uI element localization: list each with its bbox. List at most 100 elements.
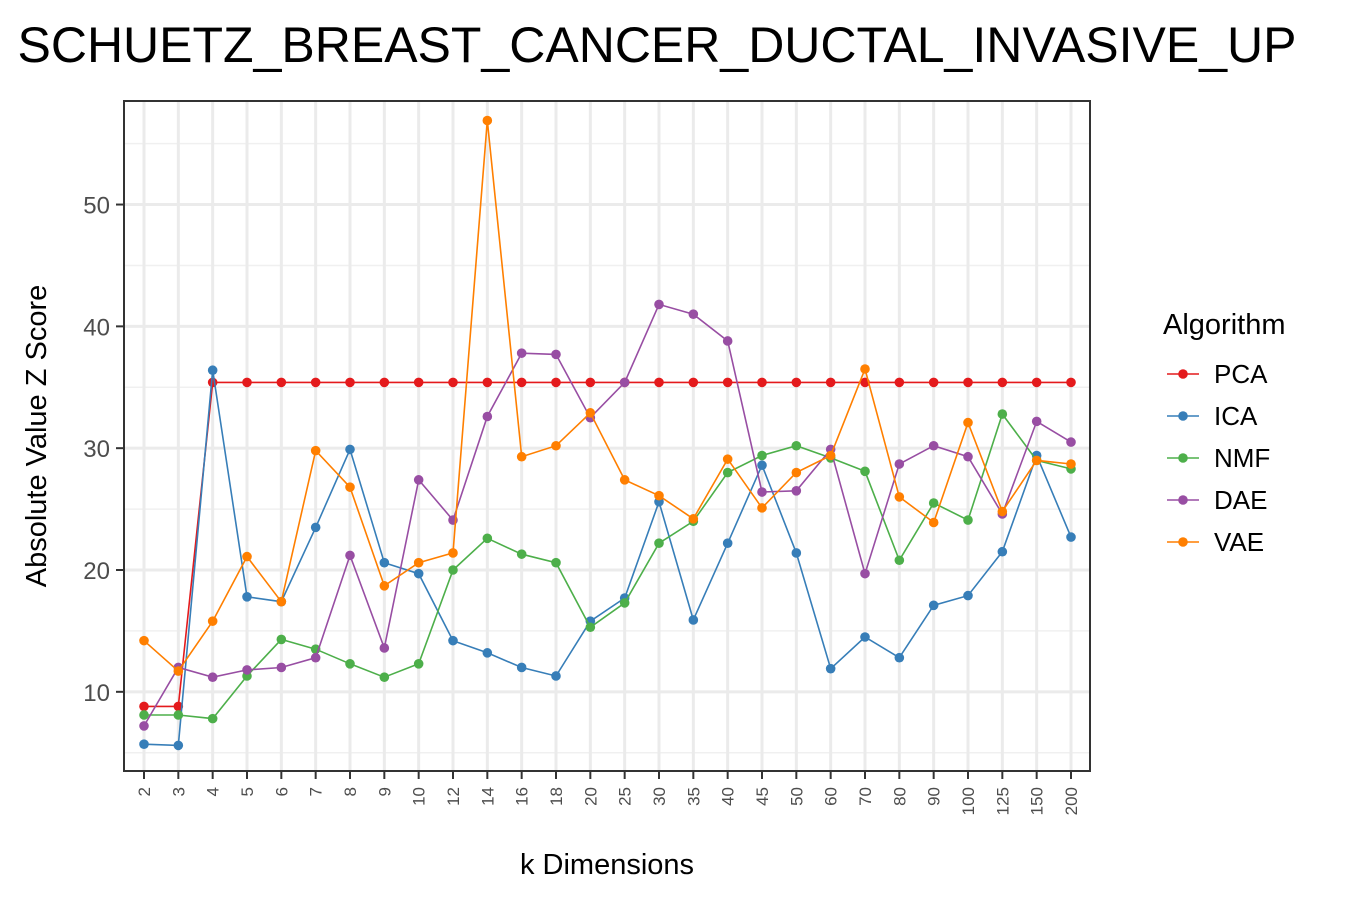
series-line-dae bbox=[143, 303, 1072, 727]
chart-title: SCHUETZ_BREAST_CANCER_DUCTAL_INVASIVE_UP bbox=[17, 17, 1296, 73]
legend-item-nmf: NMF bbox=[1167, 443, 1270, 473]
x-axis: 2 3 4 5 6 7 8 9 10 12 14 16 18 20 25 30 35 40 45 50 60 70 80 90… bbox=[135, 771, 1081, 815]
data-point-dae bbox=[963, 451, 973, 462]
data-point-ica bbox=[997, 546, 1008, 557]
data-point-nmf bbox=[757, 450, 767, 461]
data-point-dae bbox=[1031, 416, 1042, 427]
legend-title: Algorithm bbox=[1163, 309, 1286, 341]
data-point-vae bbox=[722, 454, 733, 464]
data-point-nmf bbox=[207, 713, 218, 724]
x-tick-label: 100 bbox=[959, 787, 978, 815]
series-ica bbox=[139, 365, 1076, 751]
data-point-dae bbox=[551, 349, 561, 360]
y-axis-label: Absolute Value Z Score bbox=[21, 285, 53, 588]
data-point-nmf bbox=[791, 440, 802, 451]
grid bbox=[124, 101, 1090, 771]
data-point-dae bbox=[860, 568, 870, 579]
series-pca bbox=[139, 377, 1076, 712]
legend-key-point bbox=[1178, 369, 1188, 379]
data-point-dae bbox=[207, 672, 218, 682]
data-point-vae bbox=[516, 451, 527, 462]
data-point-ica bbox=[413, 568, 424, 579]
data-point-ica bbox=[516, 662, 527, 673]
data-point-pca bbox=[997, 377, 1008, 388]
data-point-vae bbox=[997, 506, 1008, 517]
data-point-pca bbox=[963, 377, 973, 388]
data-point-pca bbox=[1031, 377, 1042, 388]
series-nmf bbox=[139, 409, 1076, 724]
x-tick-label: 9 bbox=[375, 787, 394, 796]
x-tick-label: 70 bbox=[856, 787, 875, 806]
data-point-pca bbox=[654, 377, 664, 388]
data-point-ica bbox=[448, 635, 458, 646]
data-point-pca bbox=[379, 377, 390, 388]
data-point-pca bbox=[516, 377, 527, 388]
data-point-nmf bbox=[482, 533, 493, 544]
data-point-vae bbox=[207, 616, 218, 626]
x-tick-label: 40 bbox=[719, 787, 738, 806]
data-point-nmf bbox=[654, 538, 664, 548]
x-tick-label: 90 bbox=[925, 787, 944, 806]
x-tick-label: 30 bbox=[650, 787, 669, 806]
data-point-nmf bbox=[139, 710, 149, 720]
data-point-nmf bbox=[173, 710, 184, 720]
series-line-nmf bbox=[144, 412, 1072, 720]
data-point-pca bbox=[825, 377, 836, 388]
data-point-dae bbox=[688, 309, 699, 319]
x-tick-label: 6 bbox=[272, 787, 291, 796]
legend-key-point bbox=[1178, 453, 1188, 463]
x-tick-label: 8 bbox=[341, 787, 360, 796]
data-point-nmf bbox=[619, 598, 630, 608]
data-point-vae bbox=[551, 440, 561, 451]
y-axis: 10 20 30 40 50 bbox=[83, 193, 124, 707]
data-point-vae bbox=[757, 503, 767, 513]
data-point-nmf bbox=[448, 565, 458, 575]
data-point-vae bbox=[448, 548, 458, 558]
x-axis-label: k Dimensions bbox=[520, 849, 694, 881]
data-point-pca bbox=[310, 377, 321, 388]
data-point-vae bbox=[894, 492, 905, 502]
x-tick-label: 3 bbox=[169, 787, 188, 796]
data-point-ica bbox=[963, 590, 973, 601]
data-point-nmf bbox=[894, 555, 905, 566]
x-tick-label: 4 bbox=[204, 787, 223, 796]
data-point-pca bbox=[448, 377, 458, 388]
x-tick-label: 80 bbox=[890, 787, 909, 806]
data-point-vae bbox=[688, 514, 699, 524]
data-point-dae bbox=[413, 475, 424, 485]
data-point-dae bbox=[379, 643, 390, 653]
y-tick-label: 30 bbox=[83, 436, 110, 463]
data-point-nmf bbox=[551, 557, 561, 568]
data-point-dae bbox=[619, 377, 630, 388]
data-point-vae bbox=[242, 551, 252, 562]
data-point-vae bbox=[1031, 455, 1042, 466]
data-point-vae bbox=[860, 364, 870, 374]
data-point-pca bbox=[688, 377, 699, 388]
data-point-nmf bbox=[585, 622, 596, 633]
data-point-pca bbox=[242, 377, 252, 388]
data-point-vae bbox=[173, 666, 184, 676]
x-tick-label: 125 bbox=[993, 787, 1012, 815]
y-tick-label: 10 bbox=[83, 680, 110, 707]
data-point-ica bbox=[894, 652, 905, 663]
y-tick-label: 40 bbox=[83, 314, 110, 341]
data-point-pca bbox=[345, 377, 355, 388]
data-point-pca bbox=[928, 377, 939, 388]
data-point-ica bbox=[207, 365, 218, 376]
data-point-ica bbox=[310, 522, 321, 533]
data-point-ica bbox=[482, 648, 493, 658]
x-tick-label: 16 bbox=[513, 787, 532, 806]
data-point-vae bbox=[928, 517, 939, 528]
data-point-vae bbox=[413, 557, 424, 568]
data-point-nmf bbox=[413, 659, 424, 669]
data-point-vae bbox=[619, 475, 630, 485]
legend-label: PCA bbox=[1214, 359, 1268, 389]
series-line-vae bbox=[143, 120, 1072, 673]
data-point-nmf bbox=[345, 659, 355, 669]
data-point-pca bbox=[894, 377, 905, 388]
data-point-pca bbox=[139, 701, 149, 712]
data-point-nmf bbox=[379, 672, 390, 682]
series-line-ica bbox=[143, 370, 1072, 747]
data-point-vae bbox=[482, 115, 493, 126]
data-point-ica bbox=[757, 460, 767, 471]
